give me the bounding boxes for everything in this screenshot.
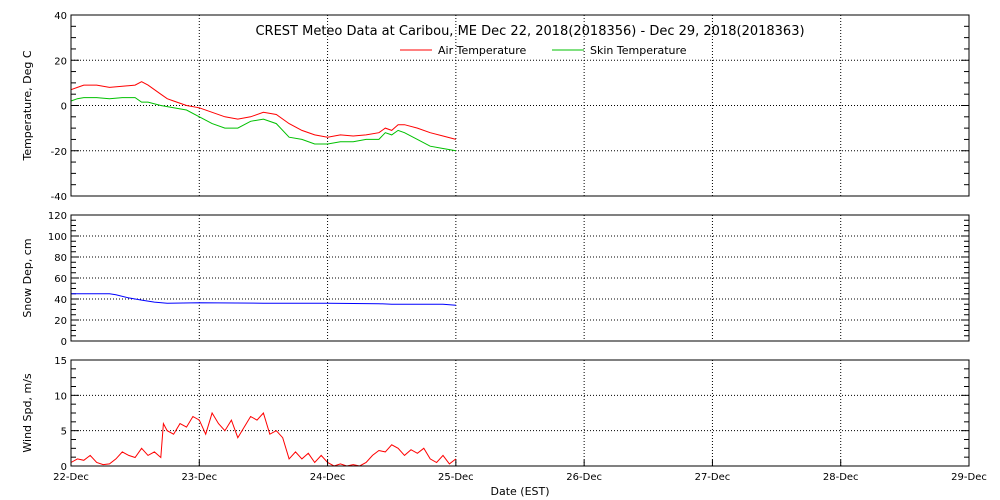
series-line-1-0 (71, 293, 456, 306)
series-line-2-0 (70, 411, 457, 467)
x-tick-label: 26-Dec (566, 472, 602, 483)
chart-title: CREST Meteo Data at Caribou, ME Dec 22, … (255, 24, 804, 39)
y-tick-label: -40 (51, 192, 67, 203)
y-tick-label: 0 (61, 102, 67, 113)
plot-frame (70, 14, 970, 197)
legend-label-skin: Skin Temperature (590, 44, 687, 57)
x-axis-label: Date (EST) (490, 485, 549, 498)
y-tick-label: 100 (48, 232, 67, 243)
panel-2: 0 5 10 15 Wind Spd, m/s (21, 356, 970, 473)
chart-panels: -40 -20 0 20 40 Temperature, Deg C 0 20 40 60 80 10… (21, 11, 970, 473)
x-axis: 22-Dec 23-Dec 24-Dec 25-Dec 26-Dec 27-Dec 28-D… (53, 460, 987, 483)
y-tick-label: 40 (54, 11, 67, 22)
y-tick-label: 20 (54, 316, 67, 327)
legend-label-air: Air Temperature (438, 44, 527, 57)
x-tick-label: 23-Dec (181, 472, 217, 483)
panel-1: 0 20 40 60 80 100 120 Snow Dep, cm (21, 211, 970, 348)
y-axis-label: Wind Spd, m/s (21, 373, 34, 453)
y-tick-label: 60 (54, 274, 67, 285)
x-tick-label: 29-Dec (951, 472, 987, 483)
series-line-0-1 (70, 97, 456, 152)
panel-0: -40 -20 0 20 40 Temperature, Deg C (21, 11, 970, 203)
y-axis-label: Snow Dep, cm (21, 238, 34, 317)
x-tick-label: 22-Dec (53, 472, 89, 483)
y-axis-label: Temperature, Deg C (21, 50, 34, 161)
y-tick-label: -20 (51, 147, 67, 158)
y-tick-label: 0 (61, 462, 67, 473)
plot-frame (70, 214, 970, 342)
y-tick-label: 15 (54, 356, 67, 367)
series-line-0-0 (70, 81, 457, 140)
y-tick-label: 40 (54, 295, 67, 306)
y-tick-label: 5 (61, 427, 67, 438)
legend: Air Temperature Skin Temperature (400, 44, 687, 57)
y-tick-label: 10 (54, 391, 67, 402)
plot-frame (70, 359, 970, 467)
x-tick-label: 27-Dec (695, 472, 731, 483)
y-tick-label: 20 (54, 56, 67, 67)
y-tick-label: 80 (54, 253, 67, 264)
x-tick-label: 28-Dec (823, 472, 859, 483)
x-tick-label: 25-Dec (438, 472, 474, 483)
y-tick-label: 0 (61, 337, 67, 348)
y-tick-label: 120 (48, 211, 67, 222)
x-tick-label: 24-Dec (310, 472, 346, 483)
